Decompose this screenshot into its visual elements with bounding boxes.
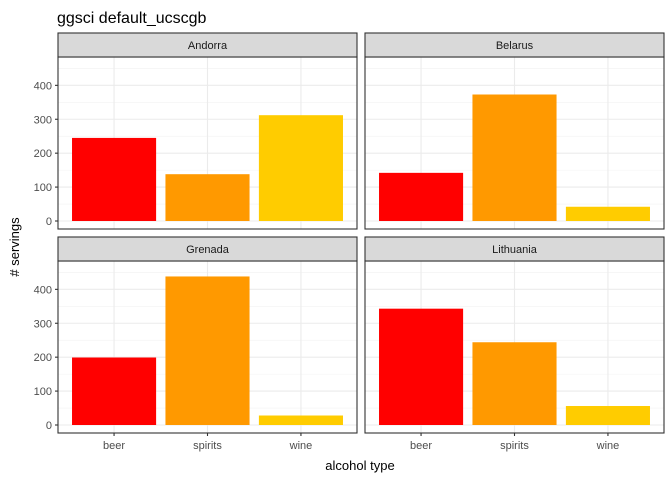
y-tick-label: 100 — [34, 386, 52, 398]
y-tick-label: 200 — [34, 352, 52, 364]
y-axis-title: # servings — [7, 217, 22, 277]
x-tick-label: wine — [596, 440, 620, 452]
y-tick-label: 100 — [34, 182, 52, 194]
y-tick-label: 300 — [34, 318, 52, 330]
x-tick-label: beer — [410, 440, 432, 452]
facet-strip — [57, 32, 358, 58]
bar-spirits — [165, 174, 250, 221]
y-tick-label: 0 — [46, 216, 52, 228]
bar-beer — [72, 137, 157, 221]
bar-wine — [258, 415, 343, 425]
y-tick-label: 300 — [34, 114, 52, 126]
facet-strip — [57, 236, 358, 262]
facet-strip — [364, 236, 665, 262]
chart-title: ggsci default_ucscgb — [57, 10, 207, 27]
y-tick-label: 200 — [34, 148, 52, 160]
bar-wine — [565, 406, 650, 425]
bar-wine — [565, 206, 650, 221]
bar-beer — [379, 308, 464, 425]
y-tick-label: 400 — [34, 80, 52, 92]
x-tick-label: spirits — [500, 440, 529, 452]
y-tick-label: 400 — [34, 284, 52, 296]
bar-spirits — [472, 94, 557, 221]
bar-spirits — [472, 342, 557, 425]
y-tick-label: 0 — [46, 420, 52, 432]
bar-beer — [379, 172, 464, 221]
bar-spirits — [165, 276, 250, 425]
x-tick-label: spirits — [193, 440, 222, 452]
x-tick-label: beer — [103, 440, 125, 452]
facet-label: Belarus — [496, 40, 534, 52]
facet-panels: Andorra 0 100 200 300 400 Belarus Grenada 0 100 20… — [34, 32, 665, 452]
facet-strip — [364, 32, 665, 58]
x-tick-label: wine — [289, 440, 313, 452]
facet-label: Grenada — [186, 244, 230, 256]
bar-beer — [72, 357, 157, 425]
facet-label: Lithuania — [492, 244, 538, 256]
facet-label: Andorra — [188, 40, 228, 52]
bar-wine — [258, 115, 343, 221]
x-axis-title: alcohol type — [325, 458, 394, 473]
